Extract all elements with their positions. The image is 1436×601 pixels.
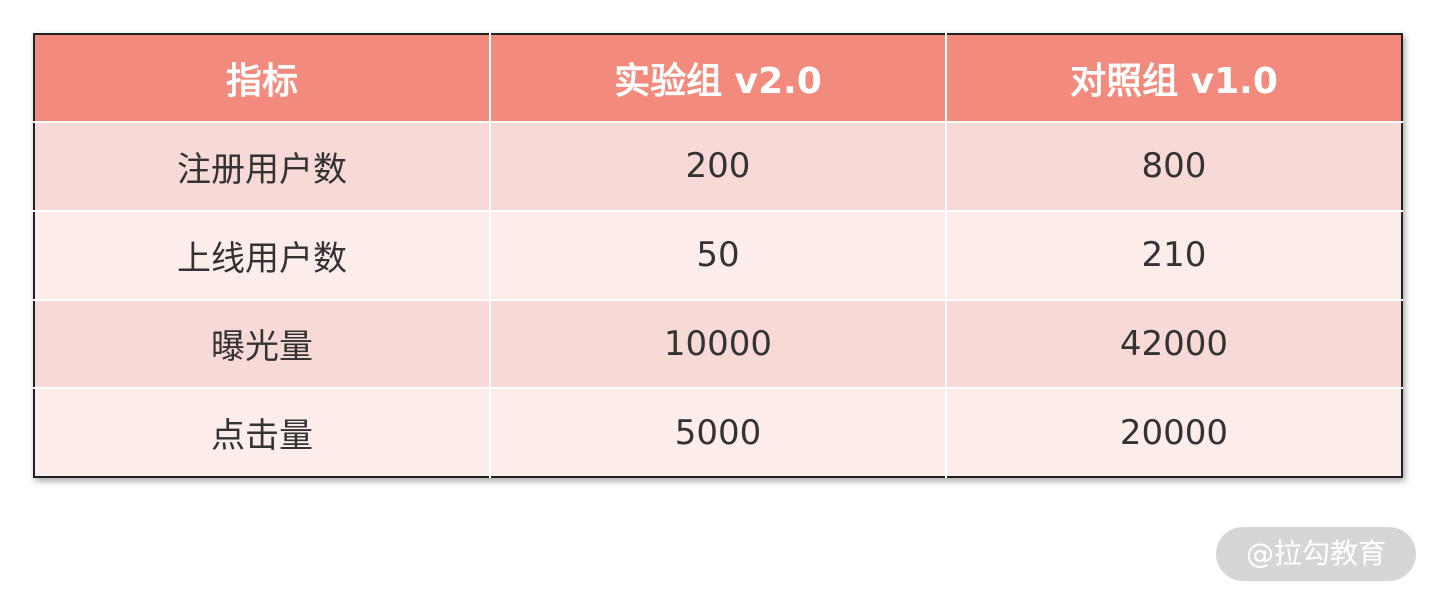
- watermark: @拉勾教育: [1216, 527, 1416, 581]
- header-row: 指标 实验组 v2.0 对照组 v1.0: [34, 34, 1402, 123]
- table-cell: 20000: [945, 387, 1402, 477]
- table-cell: 210: [945, 209, 1402, 301]
- table-cell: 50: [489, 209, 947, 301]
- table-row: 注册用户数 200 800: [34, 121, 1402, 212]
- row-label: 上线用户数: [34, 209, 491, 301]
- header-cell: 实验组 v2.0: [489, 34, 947, 123]
- table-cell: 42000: [945, 298, 1402, 390]
- table-cell: 5000: [489, 387, 947, 477]
- table-cell: 200: [489, 121, 947, 212]
- row-label: 点击量: [34, 387, 491, 477]
- table-row: 曝光量 10000 42000: [34, 298, 1402, 390]
- header-cell: 指标: [34, 34, 491, 123]
- table-cell: 10000: [489, 298, 947, 390]
- table-row: 上线用户数 50 210: [34, 209, 1402, 301]
- row-label: 曝光量: [34, 298, 491, 390]
- row-label: 注册用户数: [34, 121, 491, 212]
- table-row: 点击量 5000 20000: [34, 387, 1402, 477]
- data-table: 指标 实验组 v2.0 对照组 v1.0 注册用户数 200 800 上线用户数 50 210…: [33, 33, 1403, 478]
- table-body: 注册用户数 200 800 上线用户数 50 210 曝光量 10000 42000 点击量 500…: [34, 121, 1402, 477]
- table-cell: 800: [945, 121, 1402, 212]
- header-cell: 对照组 v1.0: [945, 34, 1402, 123]
